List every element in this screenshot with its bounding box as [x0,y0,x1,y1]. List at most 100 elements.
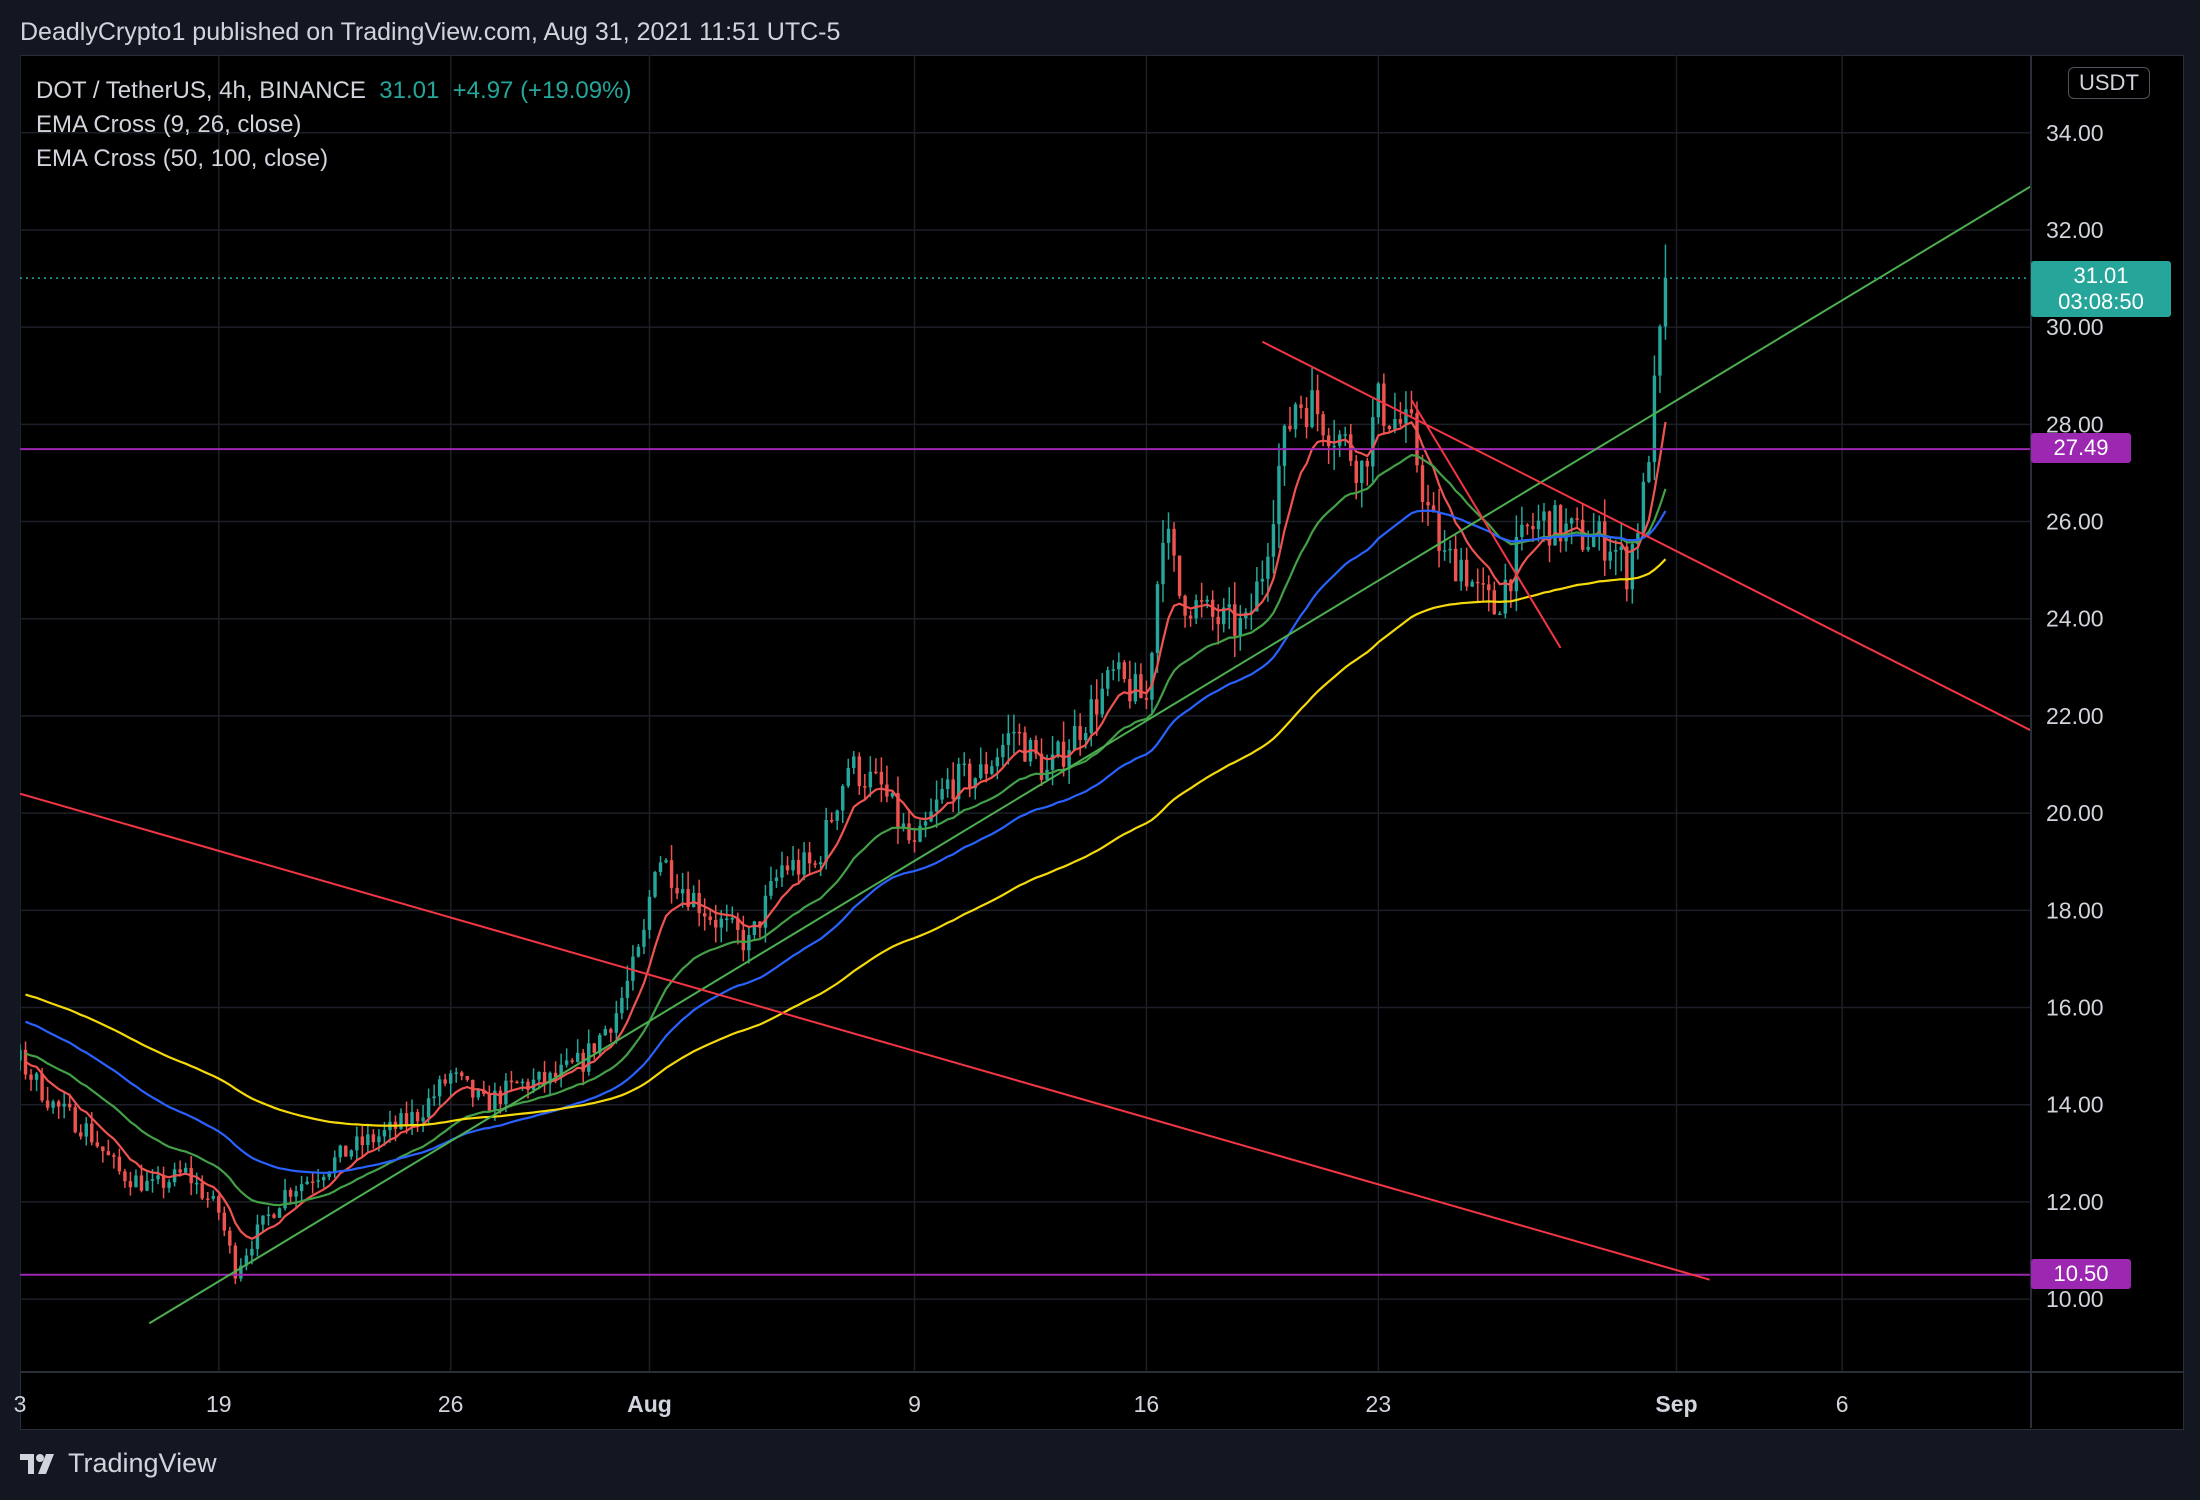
candle-body [178,1169,182,1173]
candle-body [857,756,862,787]
candle-body [796,860,801,875]
candle-body [1371,417,1375,467]
candle-body [896,792,900,827]
candle-body [575,1052,580,1062]
candle-body [995,757,1000,767]
candle-body [1503,579,1508,614]
candle-body [968,763,972,789]
legend-indicator-ema-9-26[interactable]: EMA Cross (9, 26, close) [36,111,302,138]
candle-body [62,1103,66,1107]
candle-body [691,892,696,908]
candle-body [355,1136,359,1151]
green-uptrend [148,185,2031,1325]
tradingview-brand: TradingView [68,1448,217,1478]
candle-body [1017,731,1022,734]
candle-body [962,763,966,766]
candle-body [835,810,839,821]
candle-body [1625,546,1629,590]
horizontal-10.50-tag: 10.50 [2031,1258,2131,1289]
candle-body [1464,559,1469,587]
candle-body [725,918,729,920]
candle-body [1608,551,1612,561]
candle-body [802,852,806,875]
candle-body [907,823,911,841]
candle-body [1437,512,1441,552]
candle-body [261,1215,265,1225]
candle-body [603,1029,608,1036]
currency-button[interactable]: USDT [2068,67,2150,99]
candle-body [1139,674,1143,699]
y-tick-label: 12.00 [2046,1189,2104,1215]
candle-body [421,1117,425,1122]
candle-body [675,887,679,894]
plot-area [20,55,2031,1372]
candle-body [509,1080,514,1083]
candle-body [1304,408,1309,428]
candle-body [1260,578,1265,582]
candle-body [1481,583,1485,585]
candle-body [1299,404,1303,409]
candle-body [559,1064,563,1078]
candle-body [272,1214,276,1218]
candle-body [542,1071,547,1084]
candle-body [1569,518,1574,524]
candle-body [1514,536,1519,592]
candle-body [1128,678,1132,702]
candle-body [156,1175,160,1180]
candle-body [780,865,784,878]
y-tick-label: 30.00 [2046,314,2104,340]
candle-body [1404,409,1408,424]
tradingview-logo[interactable]: TradingView [20,1448,217,1479]
candle-body [1315,390,1320,415]
candle-body [1398,418,1403,424]
red-long-downtrend [20,792,1710,1281]
candle-body [956,763,961,800]
candle-body [1155,584,1160,654]
candle-body [327,1171,331,1177]
candle-body [918,825,922,842]
candle-body [1067,750,1071,767]
candle-body [1586,546,1590,550]
candle-body [310,1181,315,1183]
candle-body [288,1189,293,1197]
y-tick-label: 26.00 [2046,509,2104,535]
candle-body [1100,688,1104,715]
candle-body [1133,674,1138,702]
candle-body [366,1134,370,1146]
candle-body [841,785,845,811]
candle-body [553,1072,558,1078]
candle-body [901,823,906,827]
y-tick-label: 16.00 [2046,995,2104,1021]
candle-body [333,1157,337,1172]
legend-symbol-row[interactable]: DOT / TetherUS, 4h, BINANCE 31.01 +4.97 … [36,74,631,108]
candle-body [1216,616,1220,625]
chart-frame[interactable] [20,55,2184,1430]
candle-body [1360,460,1364,483]
candle-body [51,1101,55,1108]
candle-body [531,1079,536,1090]
candle-body [1293,404,1298,430]
candle-body [29,1074,33,1080]
candle-body [1387,425,1392,430]
candle-body [239,1265,243,1279]
candle-body [321,1176,326,1181]
candle-body [520,1081,525,1084]
candle-body [90,1123,94,1143]
candle-body [570,1060,574,1062]
candle-body [1431,505,1436,513]
candle-body [813,863,817,865]
candle-body [349,1150,354,1157]
candle-body [774,877,779,882]
candle-body [338,1145,342,1158]
candle-body [1553,505,1557,546]
candle-body [631,956,635,981]
legend-indicator-ema-50-100[interactable]: EMA Cross (50, 100, close) [36,145,329,172]
y-tick-label: 20.00 [2046,800,2104,826]
candle-body [45,1100,50,1108]
candle-body [1558,505,1563,542]
candle-body [1365,460,1370,467]
candle-body [829,820,834,822]
x-tick-label: Sep [1655,1391,1697,1417]
ema-line-9 [24,421,1667,1241]
